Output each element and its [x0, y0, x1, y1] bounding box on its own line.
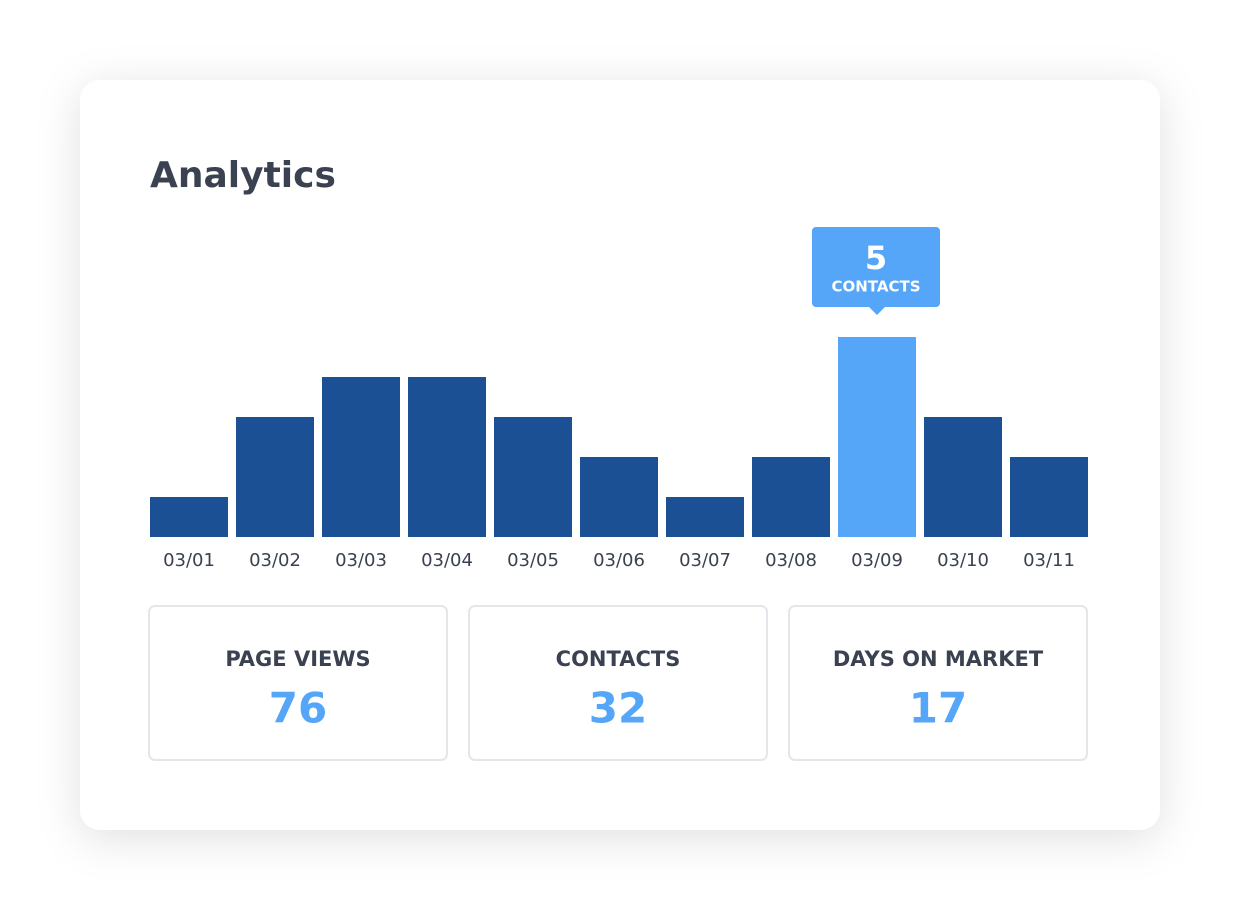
x-tick-label: 03/09	[851, 550, 903, 571]
data-label: 5	[865, 239, 887, 277]
x-tick-label: 03/02	[249, 550, 301, 571]
x-tick-label: 03/05	[507, 550, 559, 571]
card-title: Analytics	[150, 155, 336, 196]
x-tick-label: 03/08	[765, 550, 817, 571]
x-tick-label: 03/11	[1023, 550, 1075, 571]
bar	[924, 417, 1002, 537]
bar	[666, 497, 744, 537]
x-tick-label: 03/10	[937, 550, 989, 571]
stat-value: 76	[269, 684, 327, 733]
tooltip-label: CONTACTS	[831, 278, 920, 296]
stat-label: PAGE VIEWS	[225, 647, 370, 671]
stat-label: CONTACTS	[556, 647, 681, 671]
x-tick-label: 03/06	[593, 550, 645, 571]
bar	[494, 417, 572, 537]
x-tick-label: 03/04	[421, 550, 473, 571]
stat-value: 32	[589, 684, 647, 733]
stat-value: 17	[909, 684, 967, 733]
bar	[752, 457, 830, 537]
stat-card	[148, 605, 448, 761]
tooltip	[812, 227, 940, 307]
bar	[322, 377, 400, 537]
x-tick-label: 03/07	[679, 550, 731, 571]
stat-label: DAYS ON MARKET	[833, 647, 1044, 671]
tooltip-arrow	[868, 306, 886, 315]
x-tick-label: 03/01	[163, 550, 215, 571]
bar	[1010, 457, 1088, 537]
bar	[150, 497, 228, 537]
bar	[580, 457, 658, 537]
bar	[838, 337, 916, 537]
bar	[408, 377, 486, 537]
bar	[236, 417, 314, 537]
stat-card	[788, 605, 1088, 761]
x-tick-label: 03/03	[335, 550, 387, 571]
stat-card	[468, 605, 768, 761]
